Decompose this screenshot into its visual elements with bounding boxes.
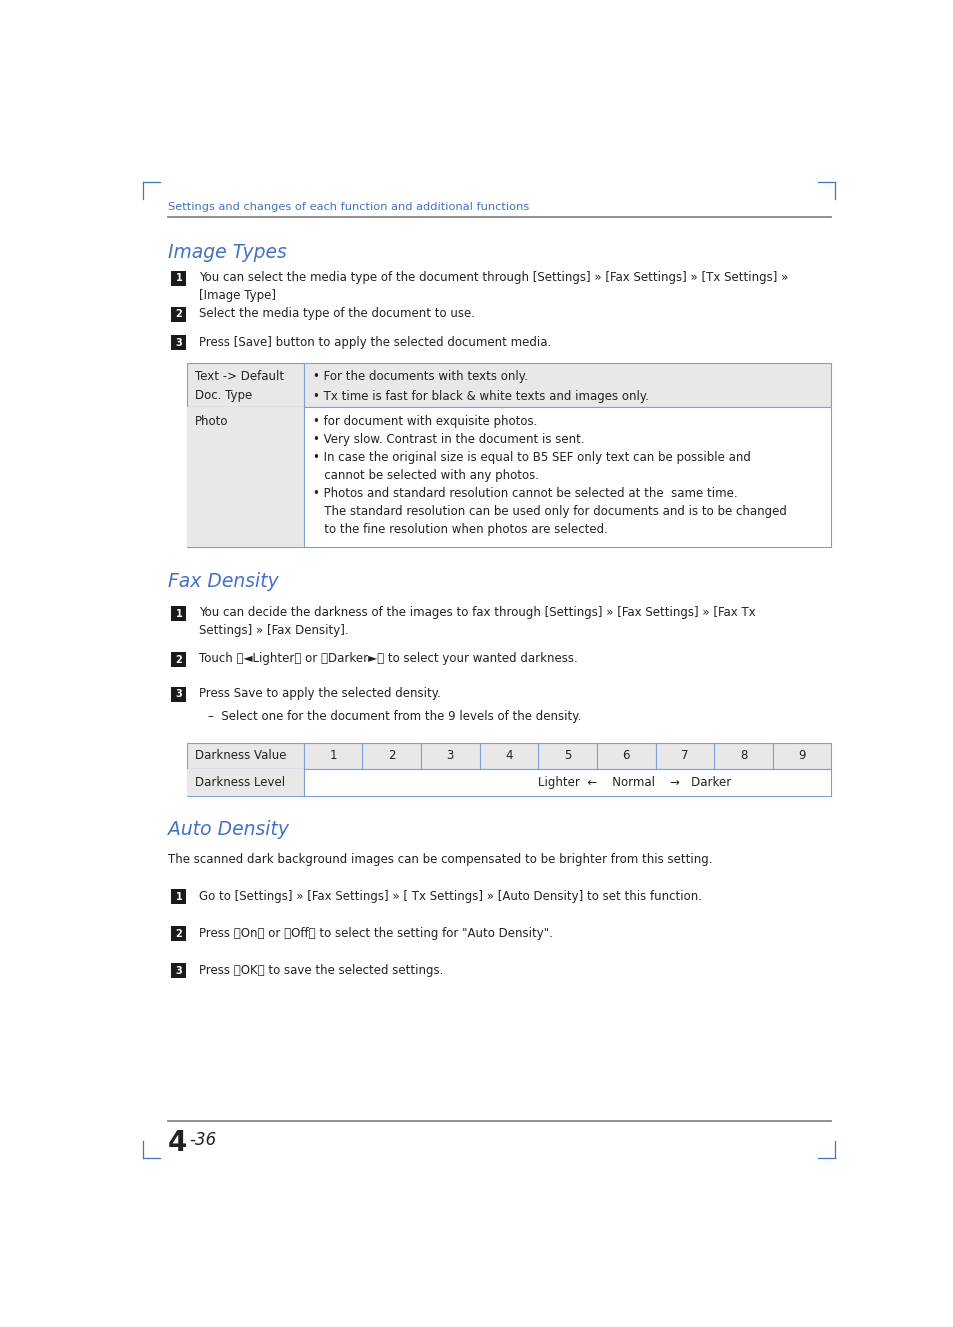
- Bar: [187, 364, 831, 407]
- Text: 7: 7: [680, 750, 688, 762]
- Text: Auto Density: Auto Density: [168, 820, 289, 839]
- Bar: [187, 743, 831, 770]
- FancyBboxPatch shape: [172, 606, 186, 621]
- Text: • In case the original size is equal to B5 SEF only text can be possible and: • In case the original size is equal to …: [313, 451, 750, 464]
- Text: 9: 9: [798, 750, 805, 762]
- Text: Press 《OK》 to save the selected settings.: Press 《OK》 to save the selected settings…: [199, 963, 443, 977]
- Text: • Very slow. Contrast in the document is sent.: • Very slow. Contrast in the document is…: [313, 434, 584, 446]
- Text: Settings] » [Fax Density].: Settings] » [Fax Density].: [199, 624, 349, 637]
- Text: 2: 2: [175, 654, 182, 665]
- FancyBboxPatch shape: [172, 307, 186, 322]
- Text: Press 《On》 or 《Off》 to select the setting for "Auto Density".: Press 《On》 or 《Off》 to select the settin…: [199, 926, 553, 940]
- Text: 1: 1: [175, 273, 182, 283]
- Text: You can select the media type of the document through [Settings] » [Fax Settings: You can select the media type of the doc…: [199, 271, 787, 284]
- Text: Text -> Default: Text -> Default: [195, 370, 284, 384]
- FancyBboxPatch shape: [172, 889, 186, 905]
- Text: cannot be selected with any photos.: cannot be selected with any photos.: [313, 470, 538, 482]
- Text: Press [Save] button to apply the selected document media.: Press [Save] button to apply the selecte…: [199, 336, 551, 349]
- Text: Darkness Value: Darkness Value: [195, 750, 287, 762]
- Text: The scanned dark background images can be compensated to be brighter from this s: The scanned dark background images can b…: [168, 853, 712, 865]
- Text: • Photos and standard resolution cannot be selected at the  same time.: • Photos and standard resolution cannot …: [313, 487, 737, 500]
- Bar: [187, 407, 831, 547]
- Text: • Tx time is fast for black & white texts and images only.: • Tx time is fast for black & white text…: [313, 390, 648, 403]
- Text: to the fine resolution when photos are selected.: to the fine resolution when photos are s…: [313, 523, 607, 536]
- Text: Go to [Settings] » [Fax Settings] » [ Tx Settings] » [Auto Density] to set this : Go to [Settings] » [Fax Settings] » [ Tx…: [199, 889, 701, 902]
- Text: 4: 4: [505, 750, 512, 762]
- Text: Image Types: Image Types: [168, 243, 287, 263]
- Text: • for document with exquisite photos.: • for document with exquisite photos.: [313, 415, 537, 429]
- Text: Doc. Type: Doc. Type: [195, 389, 253, 402]
- Text: 2: 2: [175, 929, 182, 940]
- Text: 6: 6: [621, 750, 629, 762]
- Text: 3: 3: [175, 690, 182, 699]
- Text: 2: 2: [175, 309, 182, 320]
- Bar: [187, 770, 303, 796]
- Text: Lighter  ←    Normal    →   Darker: Lighter ← Normal → Darker: [537, 776, 731, 788]
- Text: Settings and changes of each function and additional functions: Settings and changes of each function an…: [168, 202, 529, 211]
- Text: 3: 3: [175, 966, 182, 975]
- Text: • For the documents with texts only.: • For the documents with texts only.: [313, 370, 527, 384]
- Text: You can decide the darkness of the images to fax through [Settings] » [Fax Setti: You can decide the darkness of the image…: [199, 606, 755, 620]
- Text: 2: 2: [388, 750, 395, 762]
- Text: Touch 【◄Lighter】 or 【Darker►】 to select your wanted darkness.: Touch 【◄Lighter】 or 【Darker►】 to select …: [199, 653, 578, 665]
- Text: [Image Type]: [Image Type]: [199, 289, 275, 303]
- FancyBboxPatch shape: [172, 963, 186, 978]
- Bar: [187, 770, 831, 796]
- FancyBboxPatch shape: [172, 926, 186, 941]
- Text: -36: -36: [189, 1131, 216, 1149]
- FancyBboxPatch shape: [172, 336, 186, 350]
- Text: 3: 3: [446, 750, 454, 762]
- FancyBboxPatch shape: [172, 271, 186, 285]
- Text: Press Save to apply the selected density.: Press Save to apply the selected density…: [199, 687, 440, 701]
- Text: Photo: Photo: [195, 415, 229, 429]
- Text: The standard resolution can be used only for documents and is to be changed: The standard resolution can be used only…: [313, 506, 786, 519]
- Text: 1: 1: [329, 750, 336, 762]
- Text: 8: 8: [739, 750, 746, 762]
- Bar: [187, 407, 303, 547]
- FancyBboxPatch shape: [172, 653, 186, 667]
- Text: Fax Density: Fax Density: [168, 572, 278, 591]
- FancyBboxPatch shape: [172, 687, 186, 702]
- Text: 1: 1: [175, 892, 182, 902]
- Text: 3: 3: [175, 338, 182, 348]
- Text: 1: 1: [175, 609, 182, 618]
- Text: Darkness Level: Darkness Level: [195, 776, 285, 788]
- Text: Select the media type of the document to use.: Select the media type of the document to…: [199, 307, 475, 320]
- Text: 4: 4: [168, 1129, 187, 1157]
- Text: 5: 5: [563, 750, 571, 762]
- Text: –  Select one for the document from the 9 levels of the density.: – Select one for the document from the 9…: [208, 710, 581, 723]
